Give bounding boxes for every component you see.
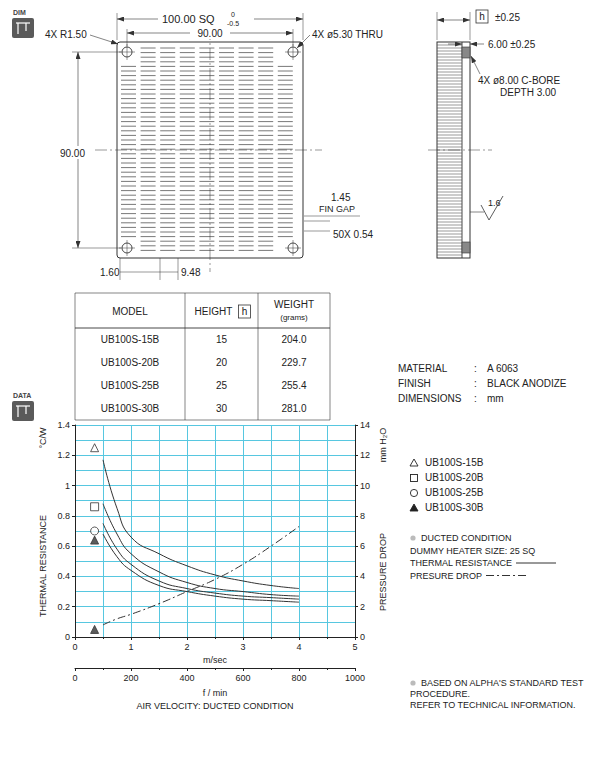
svg-text:600: 600 xyxy=(235,673,250,683)
svg-text:PRESURE DROP: PRESURE DROP xyxy=(410,571,482,581)
svg-text:BLACK ANODIZE: BLACK ANODIZE xyxy=(487,378,567,389)
svg-text:mm H₂O: mm H₂O xyxy=(378,428,388,463)
svg-text:30: 30 xyxy=(216,403,228,414)
svg-text:10: 10 xyxy=(360,481,370,491)
svg-text:2: 2 xyxy=(184,642,189,652)
svg-text:(grams): (grams) xyxy=(280,313,308,322)
svg-text:THERMAL RESISTANCE: THERMAL RESISTANCE xyxy=(410,558,512,568)
svg-text:4X ø8.00 C-BORE: 4X ø8.00 C-BORE xyxy=(478,75,561,86)
svg-text:THERMAL RESISTANCE: THERMAL RESISTANCE xyxy=(38,515,48,617)
svg-text:UB100S-20B: UB100S-20B xyxy=(101,357,160,368)
svg-text:HEIGHT: HEIGHT xyxy=(195,306,233,317)
svg-text:A 6063: A 6063 xyxy=(487,363,519,374)
svg-text:1.2: 1.2 xyxy=(57,450,70,460)
svg-text:0.4: 0.4 xyxy=(57,571,70,581)
svg-text:DUCTED CONDITION: DUCTED CONDITION xyxy=(421,533,512,543)
svg-text:0.6: 0.6 xyxy=(57,541,70,551)
svg-text:DIM: DIM xyxy=(13,9,26,16)
svg-text:9.48: 9.48 xyxy=(181,267,201,278)
svg-text:DIMENSIONS: DIMENSIONS xyxy=(398,393,462,404)
svg-text:14: 14 xyxy=(360,420,370,430)
svg-text:FINISH: FINISH xyxy=(398,378,431,389)
svg-text:h: h xyxy=(479,11,485,22)
svg-text:UB100S-30B: UB100S-30B xyxy=(425,502,484,513)
svg-text:6: 6 xyxy=(360,541,365,551)
svg-text:90.00: 90.00 xyxy=(197,28,222,39)
svg-text:3: 3 xyxy=(240,642,245,652)
svg-text:2: 2 xyxy=(360,602,365,612)
svg-text:255.4: 255.4 xyxy=(281,380,306,391)
svg-text:4X ø5.30 THRU: 4X ø5.30 THRU xyxy=(312,29,383,40)
svg-text:400: 400 xyxy=(179,673,194,683)
svg-text:200: 200 xyxy=(123,673,138,683)
svg-text:0: 0 xyxy=(72,673,77,683)
svg-text:25: 25 xyxy=(216,380,228,391)
svg-text::: : xyxy=(474,378,477,389)
svg-text:1.60: 1.60 xyxy=(100,267,120,278)
svg-text:UB100S-15B: UB100S-15B xyxy=(425,457,484,468)
svg-text:0: 0 xyxy=(65,632,70,642)
svg-text:1: 1 xyxy=(65,481,70,491)
svg-text:UB100S-25B: UB100S-25B xyxy=(425,487,484,498)
svg-text:20: 20 xyxy=(216,357,228,368)
svg-text:DATA: DATA xyxy=(13,392,31,399)
svg-text:h: h xyxy=(242,306,248,317)
svg-text:0: 0 xyxy=(72,642,77,652)
svg-text:100.00 SQ: 100.00 SQ xyxy=(162,13,215,25)
svg-text:UB100S-15B: UB100S-15B xyxy=(101,334,160,345)
svg-text:8: 8 xyxy=(360,511,365,521)
svg-text:PROCEDURE.: PROCEDURE. xyxy=(410,689,470,699)
svg-text:UB100S-25B: UB100S-25B xyxy=(101,380,160,391)
svg-text:FIN GAP: FIN GAP xyxy=(319,204,355,214)
svg-text:4: 4 xyxy=(296,642,301,652)
svg-text:5: 5 xyxy=(352,642,357,652)
svg-text:PRESSURE DROP: PRESSURE DROP xyxy=(378,533,388,611)
svg-text:mm: mm xyxy=(487,393,504,404)
svg-text:4: 4 xyxy=(360,571,365,581)
svg-text::: : xyxy=(474,393,477,404)
svg-text:6.00 ±0.25: 6.00 ±0.25 xyxy=(488,39,536,50)
svg-text:BASED ON ALPHA'S STANDARD TEST: BASED ON ALPHA'S STANDARD TEST xyxy=(421,678,584,688)
svg-text:204.0: 204.0 xyxy=(281,334,306,345)
svg-text:REFER TO TECHNICAL INFORMATION: REFER TO TECHNICAL INFORMATION. xyxy=(410,700,576,710)
svg-text:WEIGHT: WEIGHT xyxy=(274,299,314,310)
svg-text:UB100S-20B: UB100S-20B xyxy=(425,472,484,483)
svg-text:1.4: 1.4 xyxy=(57,420,70,430)
svg-text:4X R1.50: 4X R1.50 xyxy=(45,29,87,40)
svg-text:0.2: 0.2 xyxy=(57,602,70,612)
svg-text:°C/W: °C/W xyxy=(38,427,48,449)
svg-text:0.8: 0.8 xyxy=(57,511,70,521)
svg-text:±0.25: ±0.25 xyxy=(495,12,520,23)
svg-text:AIR VELOCITY: DUCTED CONDITION: AIR VELOCITY: DUCTED CONDITION xyxy=(136,701,293,711)
svg-text:12: 12 xyxy=(360,450,370,460)
svg-text:0: 0 xyxy=(231,11,235,18)
svg-text:UB100S-30B: UB100S-30B xyxy=(101,403,160,414)
svg-text:DUMMY HEATER SIZE: 25 SQ: DUMMY HEATER SIZE: 25 SQ xyxy=(410,546,535,556)
svg-text:DEPTH 3.00: DEPTH 3.00 xyxy=(500,87,557,98)
svg-text:m/sec: m/sec xyxy=(203,655,228,665)
svg-text:281.0: 281.0 xyxy=(281,403,306,414)
svg-text:0: 0 xyxy=(360,632,365,642)
svg-text:MATERIAL: MATERIAL xyxy=(398,363,448,374)
svg-text:90.00: 90.00 xyxy=(60,148,85,159)
svg-text:-0.5: -0.5 xyxy=(227,20,239,27)
svg-text:f / min: f / min xyxy=(203,688,228,698)
svg-text:1: 1 xyxy=(128,642,133,652)
svg-text:229.7: 229.7 xyxy=(281,357,306,368)
svg-text:1.45: 1.45 xyxy=(331,192,351,203)
svg-text:800: 800 xyxy=(291,673,306,683)
svg-text:15: 15 xyxy=(216,334,228,345)
svg-text:1000: 1000 xyxy=(345,673,365,683)
svg-text::: : xyxy=(474,363,477,374)
svg-text:1.6: 1.6 xyxy=(488,198,501,208)
svg-text:50X 0.54: 50X 0.54 xyxy=(333,229,373,240)
svg-text:MODEL: MODEL xyxy=(112,306,148,317)
